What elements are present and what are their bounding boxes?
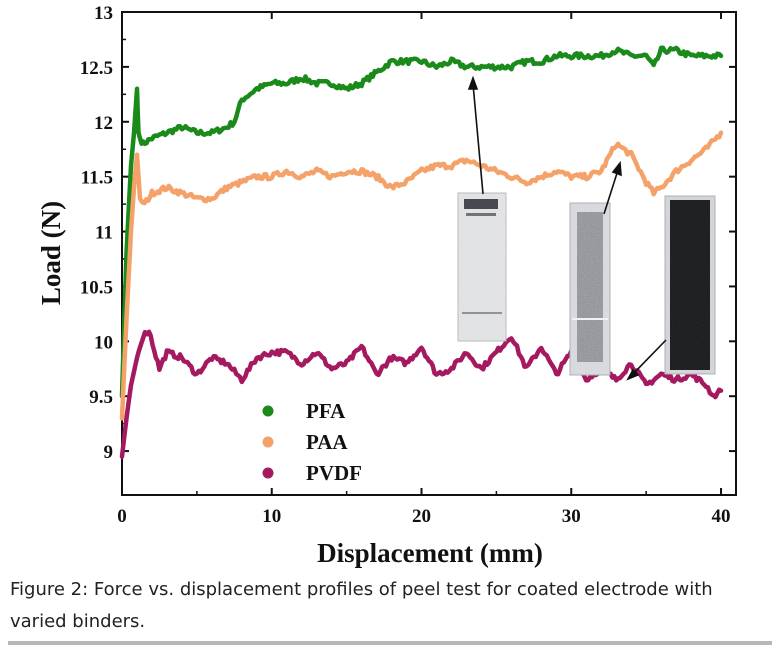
legend-label-pfa: PFA (306, 399, 346, 423)
arrow-pfa (472, 83, 484, 195)
y-tick-label: 11.5 (81, 168, 113, 189)
arrow-paa (603, 169, 619, 215)
y-tick-label: 13 (94, 3, 113, 24)
chart-svg: 0 10 20 30 40 9 9.5 10 10.5 11 11.5 12 12.5 13 (36, 3, 737, 568)
y-tick-label: 11 (95, 223, 113, 244)
legend: PFA PAA PVDF (262, 399, 362, 485)
bottom-divider (8, 641, 772, 645)
x-tick-label: 0 (117, 506, 127, 527)
series-line-pfa (119, 45, 724, 399)
legend-label-paa: PAA (306, 430, 348, 454)
y-tick-label: 9.5 (89, 387, 113, 408)
y-tick-label: 10 (94, 332, 113, 353)
series-layer (119, 45, 724, 459)
plot-frame (121, 11, 737, 496)
y-tick-label: 12 (94, 113, 113, 134)
y-tick-label: 9 (104, 442, 114, 463)
axis-ticks: 0 10 20 30 40 9 9.5 10 10.5 11 11.5 12 12.5 13 (80, 3, 736, 527)
figure-caption: Figure 2: Force vs. displacement profile… (10, 579, 713, 632)
x-axis-label: Displacement (mm) (317, 538, 543, 568)
arrow-pvdf (632, 339, 667, 375)
inset-photo-pfa (457, 192, 507, 342)
x-tick-label: 20 (412, 506, 431, 527)
x-tick-label: 40 (712, 506, 731, 527)
peel-test-chart: 0 10 20 30 40 9 9.5 10 10.5 11 11.5 12 12.5 13 (36, 3, 737, 568)
legend-marker-pvdf (262, 467, 274, 479)
inset-photo-pvdf (664, 195, 716, 375)
x-tick-label: 30 (562, 506, 581, 527)
legend-marker-paa (262, 436, 274, 448)
series-line-pvdf (119, 329, 724, 459)
y-tick-label: 12.5 (80, 58, 113, 79)
y-tick-label: 10.5 (80, 277, 113, 298)
annotation-arrows (467, 75, 667, 381)
legend-marker-pfa (262, 405, 274, 417)
series-line-paa (119, 130, 724, 421)
x-tick-label: 10 (262, 506, 281, 527)
y-axis-label: Load (N) (36, 201, 66, 305)
legend-label-pvdf: PVDF (306, 461, 362, 485)
inset-photo-paa (569, 202, 611, 376)
